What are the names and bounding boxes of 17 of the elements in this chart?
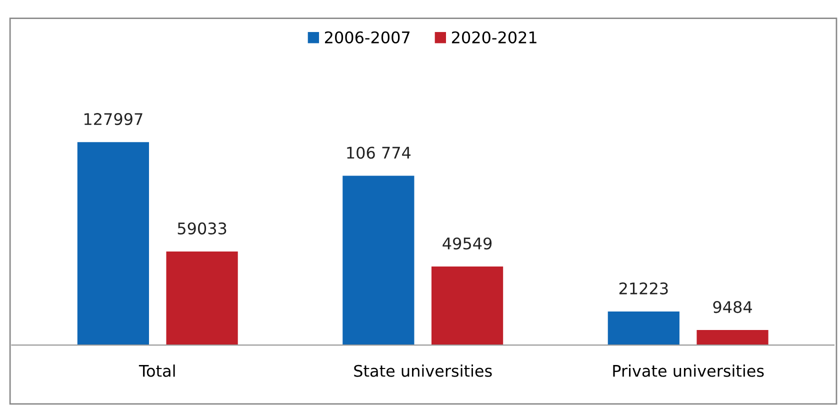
bar [166,251,238,346]
bar [77,142,150,346]
bar [696,330,768,346]
bar [431,266,504,346]
bar [342,176,414,346]
x-tick-label: Private universities [613,364,764,377]
x-tick-label: State universities [354,364,492,377]
data-label: 49549 [442,237,492,250]
data-label: 127997 [84,113,142,126]
data-label: 59033 [178,222,226,234]
legend-label: 2020-2021 [452,31,536,44]
data-label: 106 774 [347,146,411,159]
x-tick-label: Total [138,364,175,377]
legend-label: 2006-2007 [324,31,410,44]
bar [608,311,680,346]
data-label: 9484 [713,300,752,314]
data-label: 21223 [619,282,668,294]
